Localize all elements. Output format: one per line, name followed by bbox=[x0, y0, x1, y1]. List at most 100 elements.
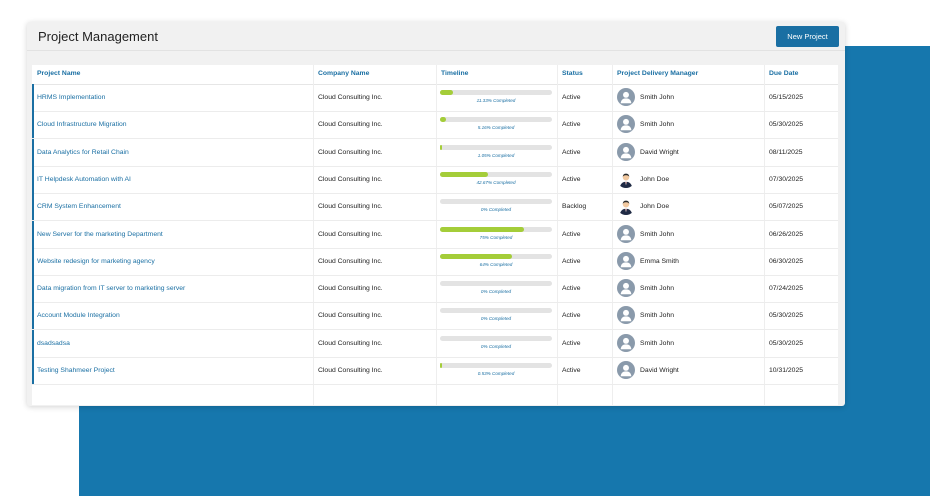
row-accent-bar bbox=[32, 111, 34, 139]
progress-label: 0% Completed bbox=[480, 316, 512, 322]
project-name-link[interactable]: New Server for the marketing Department bbox=[37, 230, 163, 238]
page-title: Project Management bbox=[38, 29, 158, 44]
project-name-link[interactable]: CRM System Enhancement bbox=[37, 203, 121, 211]
column-header-project-name[interactable]: Project Name bbox=[37, 70, 81, 77]
project-name-link[interactable]: Website redesign for marketing agency bbox=[37, 257, 155, 265]
manager-name: Smith John bbox=[640, 339, 675, 347]
company-name: Cloud Consulting Inc. bbox=[318, 175, 383, 183]
due-date: 06/30/2025 bbox=[769, 257, 804, 265]
progress-track bbox=[440, 171, 552, 177]
table-row[interactable]: HRMS Implementation Cloud Consulting Inc.… bbox=[32, 84, 838, 112]
project-name-link[interactable]: Data Analytics for Retail Chain bbox=[37, 148, 129, 156]
due-date: 05/07/2025 bbox=[769, 203, 804, 211]
status-text: Active bbox=[562, 285, 581, 293]
status-text: Active bbox=[562, 121, 581, 129]
table-row[interactable]: New Server for the marketing Department C… bbox=[32, 220, 838, 249]
table-row[interactable]: Cloud Infrastructure Migration Cloud Cons… bbox=[32, 111, 838, 140]
status-text: Active bbox=[562, 257, 581, 265]
project-name-link[interactable]: Data migration from IT server to marketi… bbox=[37, 285, 186, 293]
project-name-link[interactable]: IT Helpdesk Automation with AI bbox=[37, 175, 131, 183]
progress-label: 0.53% Completed bbox=[477, 371, 515, 376]
due-date: 05/15/2025 bbox=[769, 94, 804, 101]
progress-label: 0% Completed bbox=[480, 207, 512, 213]
status-text: Active bbox=[562, 230, 581, 238]
column-header-company-name[interactable]: Company Name bbox=[318, 70, 370, 77]
person-avatar-icon bbox=[617, 197, 635, 216]
company-name: Cloud Consulting Inc. bbox=[318, 367, 383, 374]
progress-fill bbox=[440, 363, 442, 368]
timeline-progress: 5.16% Completed bbox=[436, 111, 557, 138]
timeline-progress: 11.33% Completed bbox=[436, 84, 557, 111]
timeline-progress: 64% Completed bbox=[436, 248, 557, 275]
project-name-link[interactable]: HRMS Implementation bbox=[37, 94, 106, 101]
column-header-due-date[interactable]: Due Date bbox=[769, 70, 799, 77]
progress-track bbox=[440, 144, 552, 150]
table-header: Project Name Company Name Timeline Statu… bbox=[32, 65, 838, 85]
progress-track bbox=[440, 90, 552, 95]
timeline-progress: 0% Completed bbox=[436, 302, 557, 329]
row-accent-bar bbox=[32, 302, 34, 330]
row-accent-bar bbox=[32, 247, 34, 275]
timeline-progress: 42.67% Completed bbox=[436, 166, 557, 193]
table-row[interactable]: CRM System Enhancement Cloud Consulting I… bbox=[32, 193, 838, 222]
projects-table: Project Name Company Name Timeline Statu… bbox=[32, 65, 838, 405]
project-name-link[interactable]: Account Module Integration bbox=[37, 312, 120, 320]
project-name-link[interactable]: Testing Shahmeer Project bbox=[37, 367, 115, 374]
progress-track bbox=[440, 226, 552, 232]
manager-name: Smith John bbox=[640, 312, 675, 320]
column-divider bbox=[764, 65, 765, 405]
table-row[interactable]: Account Module Integration Cloud Consulti… bbox=[32, 302, 838, 331]
table-row[interactable]: dsadsadsa Cloud Consulting Inc. 0% Complet… bbox=[32, 329, 838, 358]
status-text: Active bbox=[562, 175, 581, 183]
row-accent-bar bbox=[32, 275, 34, 303]
manager-name: David Wright bbox=[640, 367, 679, 374]
progress-fill bbox=[440, 171, 488, 177]
column-header-timeline[interactable]: Timeline bbox=[441, 70, 469, 77]
due-date: 05/30/2025 bbox=[769, 312, 804, 320]
status-text: Active bbox=[562, 94, 581, 101]
progress-fill bbox=[440, 226, 524, 232]
manager-name: David Wright bbox=[640, 148, 679, 156]
progress-track bbox=[440, 199, 552, 205]
project-name-link[interactable]: dsadsadsa bbox=[37, 339, 70, 347]
column-divider bbox=[557, 65, 558, 405]
table-row[interactable]: Website redesign for marketing agency Clo… bbox=[32, 247, 838, 276]
user-avatar-icon bbox=[617, 88, 635, 106]
progress-label: 0% Completed bbox=[480, 343, 512, 349]
manager-name: Emma Smith bbox=[640, 257, 679, 265]
table-row[interactable]: Testing Shahmeer Project Cloud Consulting… bbox=[32, 357, 838, 385]
timeline-progress: 0% Completed bbox=[436, 330, 557, 357]
new-project-button[interactable]: New Project bbox=[776, 26, 839, 47]
progress-fill bbox=[440, 90, 453, 95]
project-management-panel: Project Management New Project Project N… bbox=[27, 22, 845, 406]
due-date: 05/30/2025 bbox=[769, 121, 804, 129]
status-text: Active bbox=[562, 339, 581, 347]
column-divider bbox=[313, 65, 314, 405]
company-name: Cloud Consulting Inc. bbox=[318, 339, 383, 347]
manager-name: John Doe bbox=[640, 203, 670, 211]
row-accent-bar bbox=[32, 138, 34, 166]
person-avatar-icon bbox=[617, 169, 635, 188]
company-name: Cloud Consulting Inc. bbox=[318, 94, 383, 101]
project-name-link[interactable]: Cloud Infrastructure Migration bbox=[37, 121, 127, 129]
progress-track bbox=[440, 335, 552, 341]
progress-track bbox=[440, 281, 552, 287]
table-row[interactable]: Data Analytics for Retail Chain Cloud Con… bbox=[32, 138, 838, 167]
manager-name: John Doe bbox=[640, 175, 670, 183]
table-row[interactable]: Data migration from IT server to marketi… bbox=[32, 275, 838, 304]
column-header-status[interactable]: Status bbox=[562, 70, 583, 77]
company-name: Cloud Consulting Inc. bbox=[318, 121, 383, 129]
column-header-delivery-manager[interactable]: Project Delivery Manager bbox=[617, 70, 699, 77]
company-name: Cloud Consulting Inc. bbox=[318, 203, 383, 211]
row-accent-bar bbox=[32, 220, 34, 248]
progress-track bbox=[440, 308, 552, 314]
company-name: Cloud Consulting Inc. bbox=[318, 148, 383, 156]
status-text: Active bbox=[562, 312, 581, 320]
row-accent-bar bbox=[32, 84, 34, 111]
manager-name: Smith John bbox=[640, 121, 675, 129]
panel-header: Project Management New Project bbox=[27, 22, 845, 51]
table-row[interactable]: IT Helpdesk Automation with AI Cloud Cons… bbox=[32, 165, 838, 194]
status-text: Backlog bbox=[562, 203, 587, 211]
progress-label: 64% Completed bbox=[479, 261, 513, 267]
row-accent-bar bbox=[32, 357, 34, 384]
